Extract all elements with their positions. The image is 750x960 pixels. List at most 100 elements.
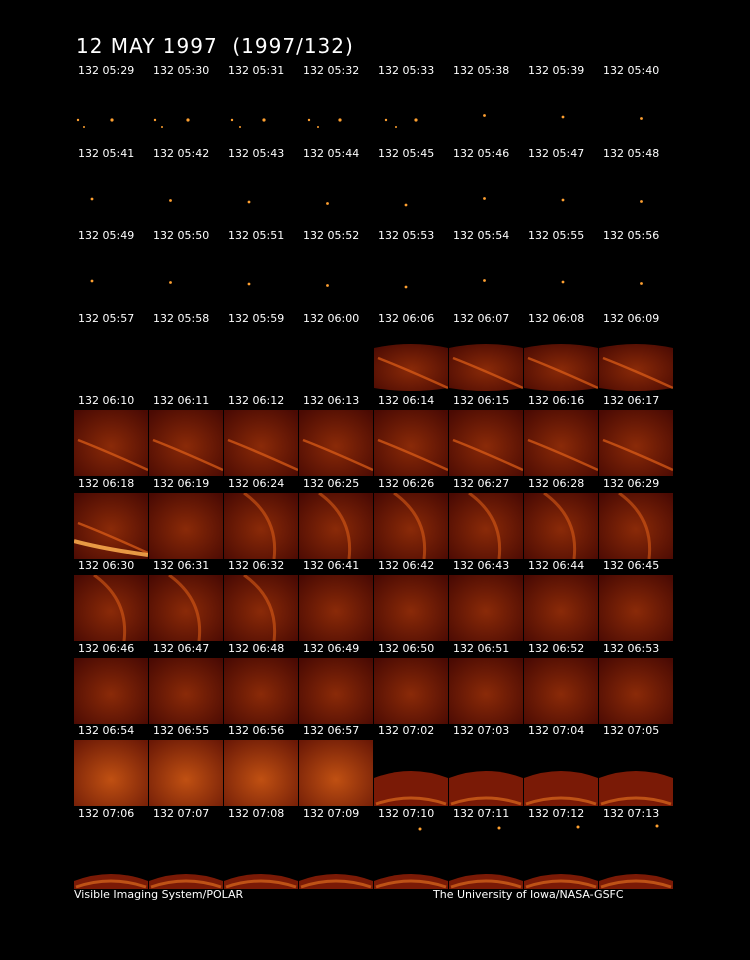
frame-image xyxy=(74,80,148,146)
frame-timestamp: 132 06:06 xyxy=(378,311,435,325)
aurora-image xyxy=(640,117,643,120)
frame-timestamp: 132 05:54 xyxy=(453,229,510,242)
aurora-image xyxy=(247,200,251,203)
aurora-image xyxy=(449,410,523,476)
aurora-image xyxy=(169,198,172,202)
frame-timestamp: 132 06:16 xyxy=(528,394,585,407)
aurora-image xyxy=(299,740,373,806)
frame-cell: 132 07:08 xyxy=(224,807,298,889)
frame-timestamp: 132 05:53 xyxy=(378,229,435,242)
frame-timestamp: 132 06:32 xyxy=(228,559,285,572)
aurora-image xyxy=(449,826,523,889)
frame-timestamp: 132 05:29 xyxy=(78,64,135,77)
frame-timestamp: 132 07:10 xyxy=(378,806,435,820)
frame-timestamp: 132 05:42 xyxy=(153,146,210,160)
frame-cell: 132 06:52 xyxy=(524,642,598,724)
aurora-image xyxy=(374,410,448,476)
frame-image xyxy=(74,823,148,889)
frame-timestamp: 132 06:42 xyxy=(378,559,435,572)
frame-cell: 132 05:59 xyxy=(224,312,298,394)
frame-timestamp: 132 06:14 xyxy=(378,394,435,407)
frame-timestamp: 132 06:57 xyxy=(303,724,360,737)
frame-image xyxy=(449,740,523,806)
frame-image xyxy=(299,740,373,806)
frame-cell: 132 05:43 xyxy=(224,147,298,229)
frame-cell: 132 06:53 xyxy=(599,642,673,724)
frame-cell: 132 06:42 xyxy=(374,559,448,641)
frame-image xyxy=(149,80,223,146)
frame-image xyxy=(74,163,148,229)
frame-timestamp: 132 06:17 xyxy=(603,394,660,407)
frame-timestamp: 132 06:52 xyxy=(528,641,585,655)
frame-cell: 132 05:41 xyxy=(74,147,148,229)
frame-cell: 132 07:05 xyxy=(599,724,673,806)
frame-cell: 132 05:56 xyxy=(599,229,673,311)
aurora-image xyxy=(74,657,148,724)
aurora-image xyxy=(483,114,486,117)
aurora-image xyxy=(483,196,486,200)
aurora-image xyxy=(640,282,643,285)
frame-timestamp: 132 06:07 xyxy=(453,311,510,325)
aurora-image xyxy=(224,657,298,724)
aurora-image xyxy=(483,279,486,282)
aurora-image xyxy=(561,198,565,201)
frame-image xyxy=(524,245,598,311)
frame-image xyxy=(374,328,448,394)
frame-image xyxy=(299,410,373,476)
frame-cell: 132 05:47 xyxy=(524,147,598,229)
frame-cell: 132 06:48 xyxy=(224,642,298,724)
frame-timestamp: 132 06:26 xyxy=(378,476,435,490)
frame-image xyxy=(524,740,598,806)
frame-image xyxy=(599,80,673,146)
frame-timestamp: 132 05:31 xyxy=(228,64,285,77)
frame-timestamp: 132 06:47 xyxy=(153,641,210,655)
aurora-image xyxy=(449,575,523,641)
frame-cell: 132 06:55 xyxy=(149,724,223,806)
frame-cell: 132 06:56 xyxy=(224,724,298,806)
aurora-image xyxy=(299,657,373,724)
aurora-image xyxy=(90,279,94,283)
frame-timestamp: 132 06:51 xyxy=(453,641,510,655)
frame-cell: 132 06:46 xyxy=(74,642,148,724)
frame-timestamp: 132 06:31 xyxy=(153,559,210,572)
frame-image xyxy=(524,163,598,229)
aurora-image xyxy=(299,410,373,476)
aurora-image xyxy=(599,657,673,724)
frame-timestamp: 132 06:25 xyxy=(303,476,360,490)
aurora-image xyxy=(599,343,673,391)
frame-cell: 132 07:03 xyxy=(449,724,523,806)
frame-timestamp: 132 05:41 xyxy=(78,146,135,160)
aurora-image xyxy=(374,575,448,641)
frame-image xyxy=(224,657,298,724)
frame-cell: 132 06:25 xyxy=(299,477,373,559)
frame-timestamp: 132 07:13 xyxy=(603,806,660,820)
frame-image xyxy=(374,575,448,641)
aurora-image xyxy=(599,771,673,806)
frame-image xyxy=(449,410,523,476)
frame-image xyxy=(224,575,298,641)
frame-image xyxy=(374,492,448,559)
frame-image xyxy=(599,410,673,476)
frame-cell: 132 06:19 xyxy=(149,477,223,559)
frame-cell: 132 06:27 xyxy=(449,477,523,559)
frame-cell: 132 07:09 xyxy=(299,807,373,889)
frame-cell: 132 06:41 xyxy=(299,559,373,641)
aurora-image xyxy=(74,740,148,806)
frame-timestamp: 132 07:08 xyxy=(228,806,285,820)
frame-image xyxy=(599,163,673,229)
frame-timestamp: 132 06:50 xyxy=(378,641,435,655)
frame-timestamp: 132 07:09 xyxy=(303,806,360,820)
frame-timestamp: 132 05:33 xyxy=(378,64,435,77)
frame-timestamp: 132 06:18 xyxy=(78,476,135,490)
frame-image xyxy=(524,657,598,724)
frame-cell: 132 05:51 xyxy=(224,229,298,311)
frame-image xyxy=(374,245,448,311)
frame-timestamp: 132 06:10 xyxy=(78,394,135,407)
frame-image xyxy=(299,823,373,889)
frame-image xyxy=(449,80,523,146)
page-title: 12 MAY 1997 (1997/132) xyxy=(76,34,354,58)
frame-image xyxy=(224,740,298,806)
aurora-image xyxy=(524,575,598,641)
frame-cell: 132 05:57 xyxy=(74,312,148,394)
frame-cell: 132 05:44 xyxy=(299,147,373,229)
